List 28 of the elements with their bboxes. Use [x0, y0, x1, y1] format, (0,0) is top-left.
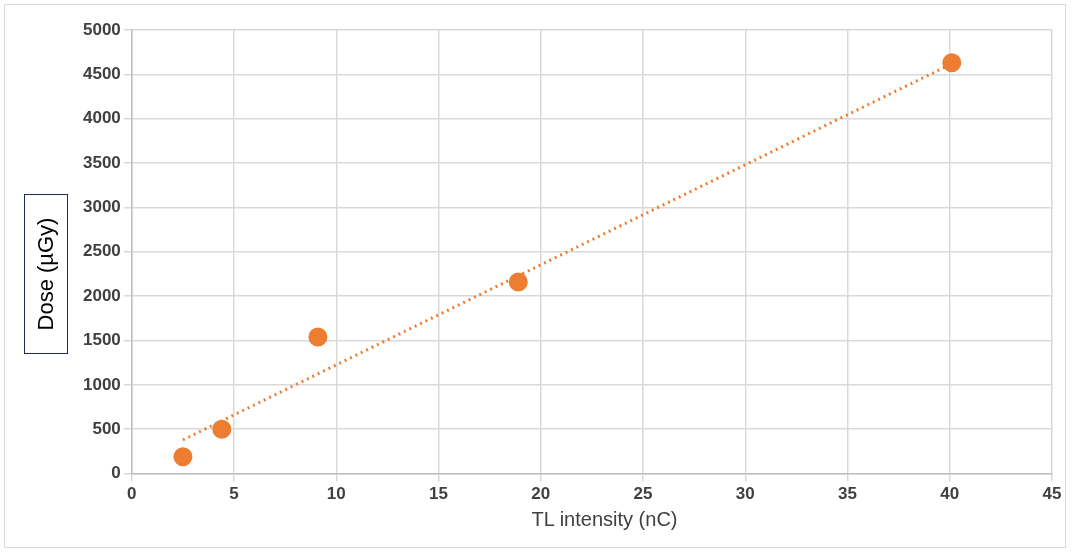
- point: [212, 419, 232, 439]
- y-tick-label: 500: [92, 418, 121, 438]
- y-tick-label: 5000: [82, 19, 121, 39]
- x-tick-label: 10: [326, 484, 346, 504]
- y-tick-label: 3500: [82, 152, 121, 172]
- x-tick-label: 5: [229, 484, 239, 504]
- x-tick-label: 15: [429, 484, 449, 504]
- y-tick-label: 4500: [82, 64, 121, 84]
- y-tick-label: 4000: [82, 108, 121, 128]
- x-tick-label: 25: [633, 484, 653, 504]
- y-axis-title: Dose (µGy): [33, 217, 59, 331]
- x-tick-label: 35: [838, 484, 857, 504]
- point: [308, 327, 328, 347]
- point: [942, 53, 962, 73]
- y-tick-label: 1000: [82, 374, 121, 394]
- x-tick-label: 0: [127, 484, 137, 504]
- x-tick-label: 45: [1042, 484, 1062, 504]
- y-tick-label: 1500: [82, 330, 121, 350]
- point: [508, 272, 528, 292]
- y-tick-label: 0: [111, 463, 121, 483]
- y-tick-label: 2500: [82, 241, 121, 261]
- point: [173, 447, 193, 467]
- x-axis-title: TL intensity (nC): [530, 508, 679, 531]
- y-tick-label: 2000: [82, 285, 121, 305]
- x-tick-label: 20: [531, 484, 551, 504]
- x-tick-label: 30: [735, 484, 755, 504]
- x-tick-label: 40: [940, 484, 960, 504]
- y-tick-label: 3000: [82, 197, 121, 217]
